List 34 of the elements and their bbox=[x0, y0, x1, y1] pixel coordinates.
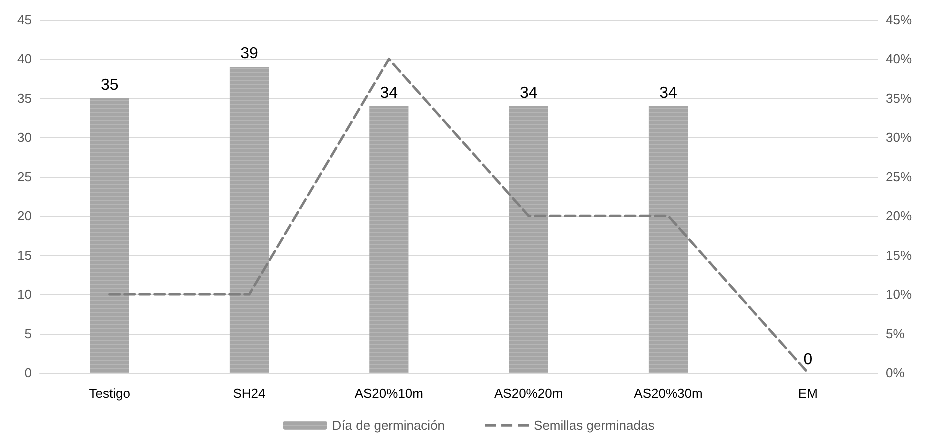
x-tick-label: AS20%30m bbox=[634, 386, 703, 401]
data-label: 34 bbox=[520, 84, 538, 102]
y-tick-label: 25 bbox=[18, 169, 32, 184]
y-tick-label: 30 bbox=[18, 130, 32, 146]
legend-label: Día de germinación bbox=[332, 418, 446, 433]
y2-tick-label: 15% bbox=[886, 248, 912, 263]
y-tick-label: 5 bbox=[24, 326, 32, 342]
y2-tick-label: 20% bbox=[886, 208, 912, 224]
data-label: 0 bbox=[804, 352, 813, 368]
data-label: 34 bbox=[660, 84, 678, 102]
y-tick-label: 20 bbox=[18, 208, 32, 224]
y-tick-label: 0 bbox=[24, 366, 32, 380]
data-label: 39 bbox=[240, 46, 258, 63]
y-tick-label: 10 bbox=[18, 287, 32, 302]
legend-label: Semillas germinadas bbox=[534, 418, 656, 433]
y2-tick-label: 25% bbox=[886, 169, 912, 184]
data-label: 35 bbox=[100, 76, 119, 94]
x-tick-label: AS20%20m bbox=[494, 386, 564, 401]
y-tick-label: 45 bbox=[18, 12, 32, 28]
y2-tick-label: 40% bbox=[886, 52, 912, 67]
y-tick-label: 40 bbox=[18, 52, 32, 67]
y2-tick-label: 0% bbox=[886, 366, 906, 380]
data-label: 34 bbox=[380, 84, 398, 102]
y2-tick-label: 5% bbox=[886, 326, 906, 342]
y2-tick-label: 35% bbox=[886, 90, 912, 106]
y-tick-label: 15 bbox=[18, 248, 32, 263]
y2-tick-label: 10% bbox=[886, 287, 912, 302]
x-tick-label: Testigo bbox=[89, 386, 130, 401]
x-tick-label: AS20%10m bbox=[354, 386, 424, 401]
x-tick-label: SH24 bbox=[233, 386, 266, 401]
y-tick-label: 35 bbox=[18, 90, 32, 106]
x-tick-label: EM bbox=[798, 386, 818, 401]
y2-tick-label: 45% bbox=[886, 12, 912, 28]
y2-tick-label: 30% bbox=[886, 130, 912, 146]
